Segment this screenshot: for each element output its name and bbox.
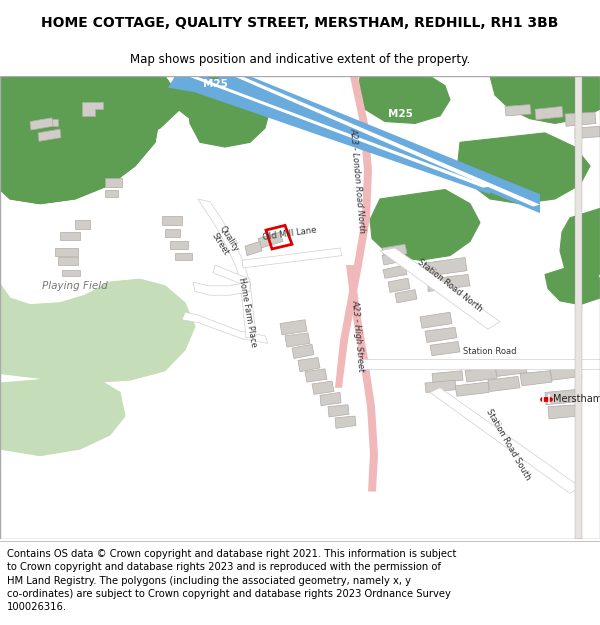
Polygon shape: [335, 76, 372, 388]
Polygon shape: [168, 76, 490, 194]
Polygon shape: [340, 265, 378, 491]
Polygon shape: [425, 380, 456, 392]
Polygon shape: [328, 405, 349, 417]
Polygon shape: [0, 376, 125, 456]
Polygon shape: [55, 248, 78, 256]
Polygon shape: [240, 279, 256, 338]
Polygon shape: [188, 76, 270, 147]
Text: M25: M25: [203, 79, 227, 89]
Polygon shape: [495, 361, 527, 376]
Text: Home Farm Place: Home Farm Place: [238, 277, 259, 348]
Polygon shape: [175, 253, 192, 260]
Polygon shape: [212, 76, 540, 213]
Polygon shape: [82, 102, 103, 116]
Polygon shape: [258, 232, 283, 248]
Polygon shape: [360, 359, 600, 369]
Polygon shape: [105, 189, 118, 197]
Text: Map shows position and indicative extent of the property.: Map shows position and indicative extent…: [130, 53, 470, 66]
Polygon shape: [165, 229, 180, 237]
Polygon shape: [430, 341, 460, 356]
Polygon shape: [234, 76, 540, 206]
Polygon shape: [305, 369, 327, 382]
Polygon shape: [490, 76, 600, 124]
Polygon shape: [560, 208, 600, 279]
Polygon shape: [382, 252, 402, 265]
Polygon shape: [420, 312, 452, 328]
Polygon shape: [380, 248, 500, 329]
Polygon shape: [520, 371, 552, 386]
Polygon shape: [213, 265, 250, 287]
Polygon shape: [430, 388, 580, 494]
Polygon shape: [382, 244, 407, 258]
Polygon shape: [292, 344, 314, 359]
Text: Quality
Street: Quality Street: [209, 224, 241, 259]
Polygon shape: [428, 274, 470, 291]
Text: Merstham: Merstham: [553, 394, 600, 404]
Polygon shape: [370, 189, 480, 260]
Polygon shape: [388, 278, 410, 292]
Polygon shape: [105, 178, 122, 187]
Polygon shape: [432, 371, 463, 383]
Text: M25: M25: [388, 109, 412, 119]
Text: Station Road South: Station Road South: [484, 408, 532, 481]
Polygon shape: [162, 216, 182, 226]
Polygon shape: [548, 405, 579, 419]
Polygon shape: [242, 248, 342, 268]
Text: Playing Field: Playing Field: [42, 281, 108, 291]
Polygon shape: [40, 119, 58, 126]
Polygon shape: [425, 328, 457, 342]
Polygon shape: [245, 241, 262, 256]
Polygon shape: [550, 366, 582, 380]
Polygon shape: [488, 376, 520, 391]
Polygon shape: [545, 260, 600, 304]
Polygon shape: [335, 416, 356, 428]
Polygon shape: [312, 381, 334, 394]
Polygon shape: [0, 76, 160, 204]
Text: A23 - High Street: A23 - High Street: [350, 299, 365, 372]
Polygon shape: [60, 232, 80, 241]
Polygon shape: [182, 312, 268, 343]
Polygon shape: [358, 76, 450, 124]
Polygon shape: [425, 258, 467, 276]
Polygon shape: [465, 367, 497, 382]
Text: Station Road: Station Road: [463, 348, 517, 356]
Polygon shape: [0, 76, 75, 109]
Polygon shape: [193, 282, 250, 295]
Polygon shape: [188, 76, 490, 188]
Text: Contains OS data © Crown copyright and database right 2021. This information is : Contains OS data © Crown copyright and d…: [7, 549, 457, 612]
Polygon shape: [62, 270, 80, 276]
Polygon shape: [575, 76, 582, 539]
Polygon shape: [60, 76, 180, 147]
Polygon shape: [545, 389, 576, 405]
Polygon shape: [575, 126, 600, 139]
Polygon shape: [0, 86, 160, 204]
Polygon shape: [172, 76, 215, 119]
Polygon shape: [285, 333, 310, 347]
Polygon shape: [535, 106, 563, 119]
Polygon shape: [38, 129, 61, 141]
Polygon shape: [383, 265, 407, 278]
Polygon shape: [280, 320, 307, 335]
Polygon shape: [458, 133, 590, 204]
Polygon shape: [0, 204, 195, 383]
Polygon shape: [320, 392, 341, 406]
Polygon shape: [565, 112, 596, 126]
Polygon shape: [198, 199, 250, 289]
Polygon shape: [298, 357, 320, 372]
Text: Station Road North: Station Road North: [416, 258, 484, 314]
Text: Old Mill Lane: Old Mill Lane: [262, 226, 317, 242]
Polygon shape: [455, 382, 489, 396]
Text: A23 - London Road North: A23 - London Road North: [349, 127, 367, 233]
Polygon shape: [30, 118, 53, 130]
Polygon shape: [75, 220, 90, 229]
Polygon shape: [540, 76, 600, 109]
Text: HOME COTTAGE, QUALITY STREET, MERSTHAM, REDHILL, RH1 3BB: HOME COTTAGE, QUALITY STREET, MERSTHAM, …: [41, 16, 559, 30]
Polygon shape: [58, 258, 78, 265]
Polygon shape: [505, 104, 531, 116]
Polygon shape: [395, 289, 417, 302]
Polygon shape: [170, 241, 188, 249]
